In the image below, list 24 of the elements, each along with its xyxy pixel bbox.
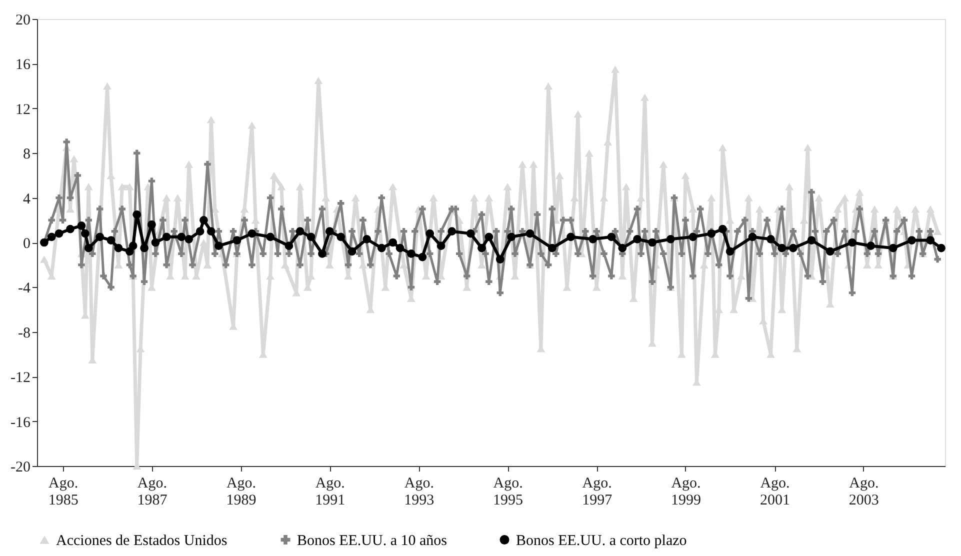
y-tick-label: 12 [16, 102, 30, 118]
x-tick-label: Ago. 1993 [404, 476, 434, 508]
x-tick-label: Ago. 2003 [848, 476, 879, 508]
legend-label: Bonos EE.UU. a corto plazo [516, 532, 687, 549]
y-tick-label: -20 [10, 460, 30, 476]
y-tick-label: 20 [16, 12, 30, 28]
y-tick-label: -16 [10, 414, 31, 431]
y-tick-label: 0 [23, 236, 30, 252]
y-tick-label: -8 [18, 325, 30, 342]
x-tick-label: Ago. 2001 [760, 476, 790, 508]
y-tick-label: -4 [18, 280, 31, 297]
y-tick-label: 4 [23, 191, 31, 208]
x-tick-label: Ago. 1995 [493, 476, 524, 508]
x-tick-label: Ago. 1987 [137, 476, 168, 508]
y-tick-label: 8 [23, 146, 30, 163]
y-tick-label: 16 [16, 57, 31, 74]
x-tick-label: Ago. 1985 [48, 476, 78, 508]
legend-label: Acciones de Estados Unidos [56, 532, 228, 549]
x-tick-label: Ago. 1997 [582, 476, 613, 508]
y-tick-label: -12 [10, 370, 30, 386]
legend-label: Bonos EE.UU. a 10 años [297, 532, 448, 549]
x-tick-label: Ago. 1989 [226, 476, 256, 508]
x-tick-label: Ago. 1991 [315, 476, 346, 508]
x-tick-label: Ago. 1999 [670, 476, 701, 508]
